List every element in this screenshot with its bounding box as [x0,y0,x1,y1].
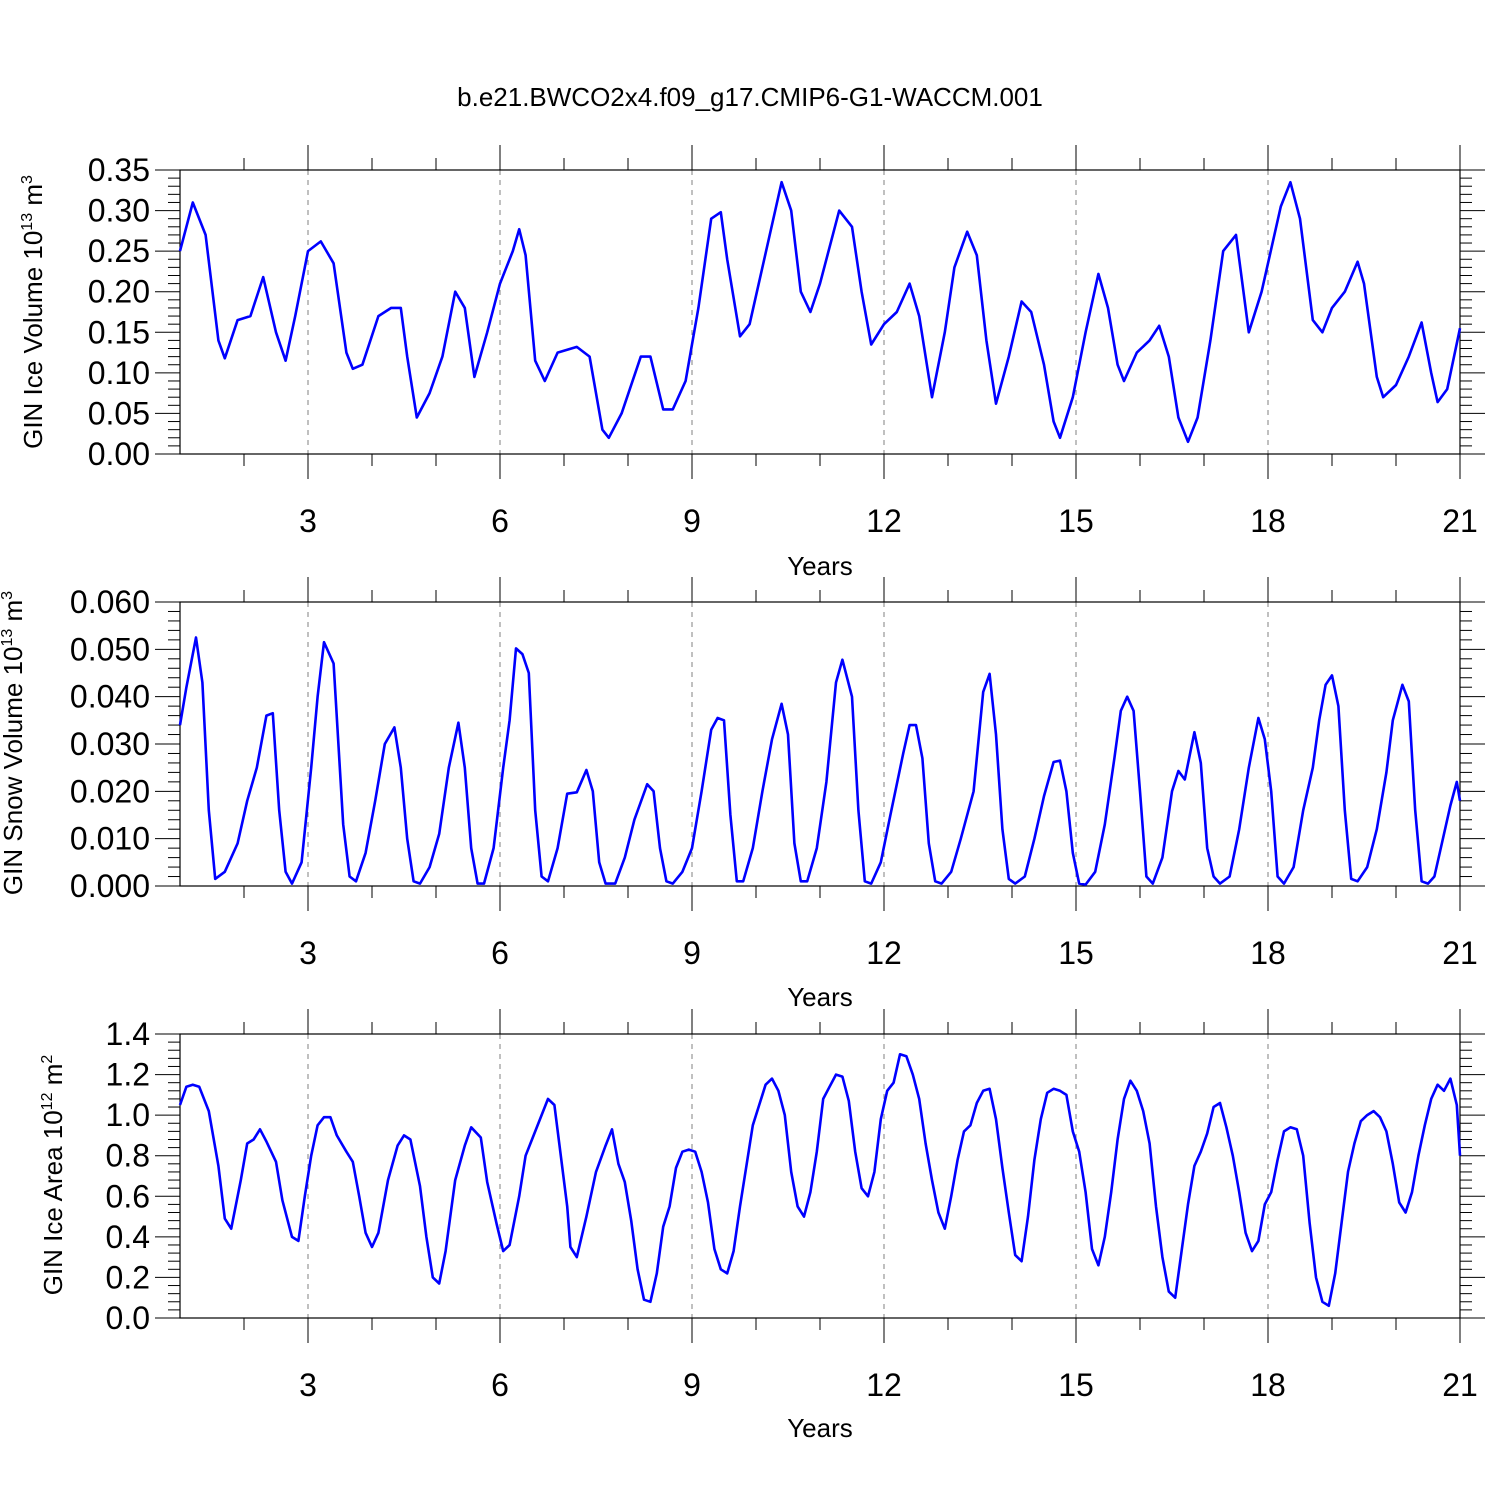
snow-volume-ytick-label: 0.060 [70,584,150,620]
ice-area-xtick-label: 21 [1442,1367,1478,1403]
ice-area-ytick-label: 0.0 [106,1300,150,1336]
ice-area-xtick-label: 3 [299,1367,317,1403]
ice-volume-xtick-label: 12 [866,503,902,539]
snow-volume-series-line [178,636,1462,886]
snow-volume-ytick-label: 0.000 [70,868,150,904]
ice-area-ytick-label: 0.4 [106,1219,150,1255]
snow-volume-xtick-label: 6 [491,935,509,971]
ice-area-ytick-label: 1.4 [106,1016,150,1052]
ice-volume-ylabel: GIN Ice Volume 1013 m3 [18,175,48,449]
figure-title: b.e21.BWCO2x4.f09_g17.CMIP6-G1-WACCM.001 [457,82,1043,112]
snow-volume-panel: Years GIN Snow Volume 1013 m3 0.000 0.010… [0,577,1485,1012]
ice-volume-xtick-label: 15 [1058,503,1094,539]
ice-volume-ytick-label: 0.05 [88,395,150,431]
ice-volume-series-line [178,180,1462,444]
ice-volume-ytick-label: 0.00 [88,436,150,472]
snow-volume-xtick-label: 18 [1250,935,1286,971]
ice-volume-xtick-label: 21 [1442,503,1478,539]
ice-volume-xtick-label: 9 [683,503,701,539]
ice-volume-panel: Years GIN Ice Volume 1013 m3 0.00 0.05 0.1… [18,145,1485,581]
ice-volume-ytick-label: 0.15 [88,314,150,350]
snow-volume-xtick-label: 9 [683,935,701,971]
ice-volume-xtick-label: 3 [299,503,317,539]
ice-volume-ytick-label: 0.35 [88,152,150,188]
snow-volume-xtick-label: 15 [1058,935,1094,971]
ice-area-xlabel: Years [787,1413,853,1443]
ice-volume-xlabel: Years [787,551,853,581]
ice-volume-xtick-label: 6 [491,503,509,539]
ice-volume-ytick-label: 0.30 [88,193,150,229]
snow-volume-xlabel: Years [787,982,853,1012]
ice-volume-ytick-label: 0.25 [88,233,150,269]
snow-volume-ytick-label: 0.010 [70,821,150,857]
ice-volume-ytick-label: 0.10 [88,355,150,391]
snow-volume-ylabel: GIN Snow Volume 1013 m3 [0,591,28,895]
ice-area-xtick-label: 12 [866,1367,902,1403]
ice-volume-xtick-label: 18 [1250,503,1286,539]
ice-volume-ytick-label: 0.20 [88,274,150,310]
snow-volume-xtick-label: 3 [299,935,317,971]
snow-volume-ytick-label: 0.030 [70,726,150,762]
ice-area-ytick-label: 0.6 [106,1178,150,1214]
ice-area-xtick-label: 15 [1058,1367,1094,1403]
snow-volume-ytick-label: 0.020 [70,773,150,809]
snow-volume-xtick-label: 21 [1442,935,1478,971]
snow-volume-ytick-label: 0.040 [70,679,150,715]
ice-area-ytick-label: 1.2 [106,1057,150,1093]
ice-area-ytick-label: 0.2 [106,1259,150,1295]
ice-area-xtick-label: 6 [491,1367,509,1403]
ice-area-ytick-label: 0.8 [106,1138,150,1174]
snow-volume-xtick-label: 12 [866,935,902,971]
ice-area-xtick-label: 18 [1250,1367,1286,1403]
ice-area-series-line [178,1053,1462,1308]
ice-area-ylabel: GIN Ice Area 1012 m2 [38,1055,68,1296]
snow-volume-ytick-label: 0.050 [70,631,150,667]
ice-area-ytick-label: 1.0 [106,1097,150,1133]
ice-area-panel: Years GIN Ice Area 1012 m2 0.0 0.2 0.4 0.6 0… [38,1009,1485,1443]
ice-area-xtick-label: 9 [683,1367,701,1403]
